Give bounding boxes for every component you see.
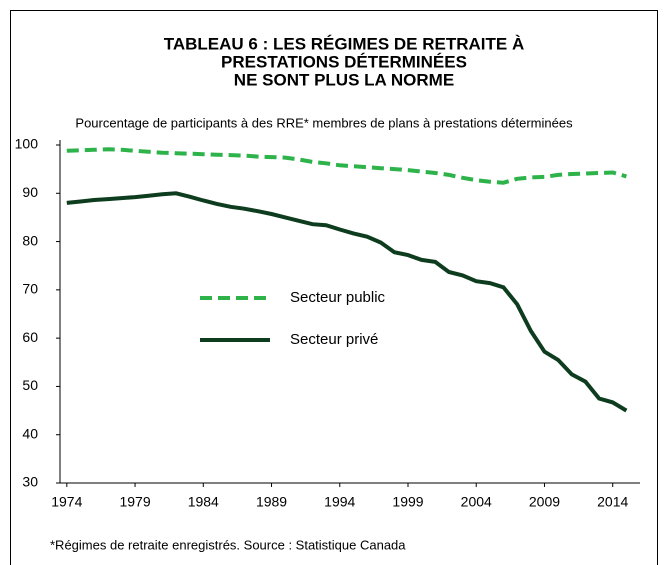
x-tick-label: 2009: [529, 494, 560, 510]
y-tick-label: 100: [15, 136, 39, 152]
subtitle: Pourcentage de participants à des RRE* m…: [75, 115, 573, 130]
y-tick-label: 50: [22, 377, 38, 393]
chart-title: PRESTATIONS DÉTERMINÉES: [221, 52, 467, 71]
legend-label: Secteur public: [290, 289, 386, 306]
x-tick-label: 1989: [256, 494, 287, 510]
x-tick-label: 1974: [51, 494, 82, 510]
series-line: [66, 191, 628, 413]
y-tick-label: 60: [22, 329, 38, 345]
y-tick-label: 40: [22, 425, 38, 441]
frame: [10, 10, 658, 565]
note: *Régimes de retraite enregistrés. Source…: [50, 537, 406, 552]
y-tick-label: 90: [22, 184, 38, 200]
chart-title: TABLEAU 6 : LES RÉGIMES DE RETRAITE À: [164, 34, 525, 53]
series-line: [66, 147, 627, 185]
x-tick-label: 1979: [119, 494, 150, 510]
chart-title: NE SONT PLUS LA NORME: [234, 70, 454, 89]
x-tick-label: 2014: [597, 494, 628, 510]
x-tick-label: 1999: [392, 494, 423, 510]
y-tick-label: 30: [22, 474, 38, 490]
x-tick-label: 1984: [188, 494, 219, 510]
x-tick-label: 1994: [324, 494, 355, 510]
y-tick-label: 70: [22, 281, 38, 297]
x-tick-label: 2004: [461, 494, 492, 510]
legend-label: Secteur privé: [290, 331, 378, 348]
y-tick-label: 80: [22, 232, 38, 248]
